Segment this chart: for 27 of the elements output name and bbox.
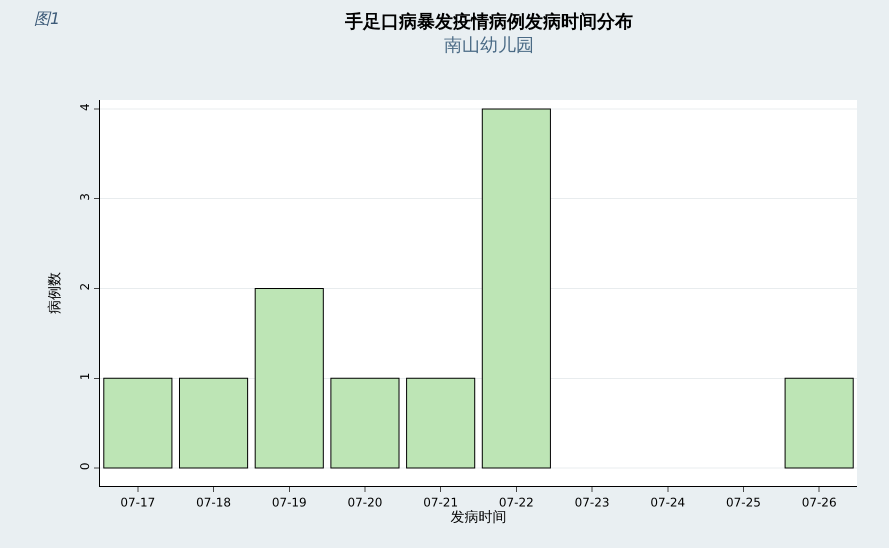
x-tick-label: 07-22 [498,495,534,510]
x-tick-label: 07-20 [348,495,382,510]
y-axis-title: 病例数 [46,272,63,314]
x-tick-label: 07-23 [574,495,610,510]
y-tick-label: 3 [78,193,92,201]
y-tick-label: 4 [78,103,92,111]
bar [254,288,324,469]
x-tick-label: 07-19 [272,495,307,510]
bar [482,108,551,469]
chart-subtitle: 南山幼儿园 [444,34,534,55]
y-tick-label: 1 [78,372,92,380]
x-tick-label: 07-26 [802,495,837,510]
bar [406,378,476,469]
y-tick-label: 0 [78,462,92,470]
bar [330,378,400,469]
bar [178,378,248,469]
chart-title: 手足口病暴发疫情病例发病时间分布 [344,11,633,32]
x-tick-label: 07-25 [726,495,761,510]
x-tick-label: 07-21 [423,495,458,510]
x-tick-label: 07-24 [650,495,686,510]
bar [103,378,172,469]
x-axis-title: 发病时间 [450,509,506,526]
caption: 图1 [34,9,60,28]
y-tick-label: 2 [78,282,92,291]
x-tick-label: 07-17 [120,495,156,510]
bar [784,378,854,469]
x-tick-label: 07-18 [196,495,231,510]
